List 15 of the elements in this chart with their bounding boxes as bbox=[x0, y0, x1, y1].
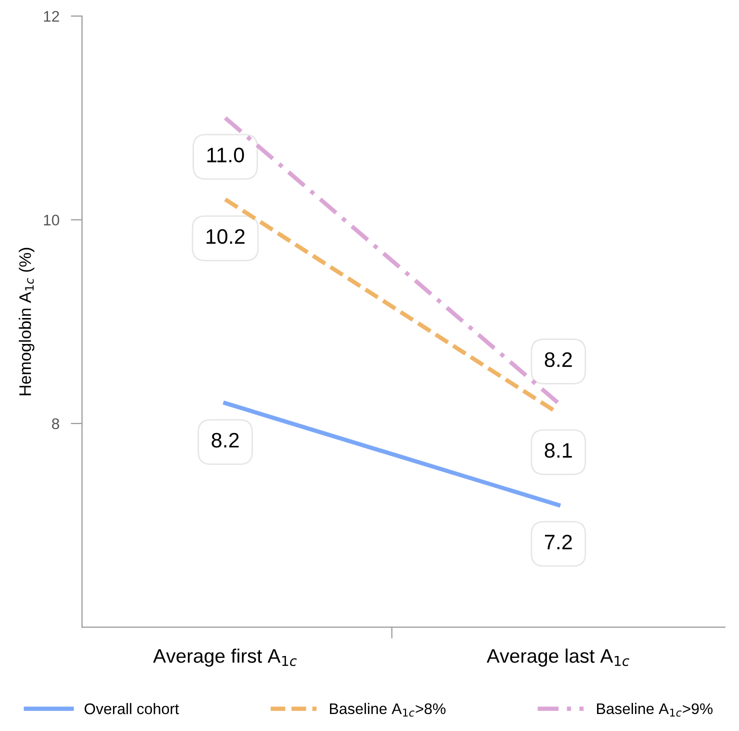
data-label: 7.2 bbox=[544, 534, 572, 550]
data-label: 8.2 bbox=[544, 352, 572, 368]
y-tick-label: 10 bbox=[44, 214, 60, 226]
legend-label: Baseline A$_{1c}$>9% bbox=[597, 702, 713, 717]
data-label: 8.2 bbox=[212, 432, 239, 448]
legend-label: Overall cohort bbox=[84, 703, 179, 714]
data-label: 8.1 bbox=[544, 443, 572, 458]
data-label: 10.2 bbox=[206, 229, 244, 244]
y-tick-label: 8 bbox=[52, 418, 60, 430]
x-tick-label: Average first A$_{1c}$ bbox=[153, 648, 297, 667]
data-label: 11.0 bbox=[207, 148, 244, 162]
legend-label: Baseline A$_{1c}$>8% bbox=[330, 702, 446, 717]
x-tick-label: Average last A$_{1c}$ bbox=[486, 648, 630, 667]
y-axis-title: Hemoglobin A$_{1c}$ (%) bbox=[18, 248, 34, 396]
y-tick-label: 12 bbox=[44, 10, 60, 22]
